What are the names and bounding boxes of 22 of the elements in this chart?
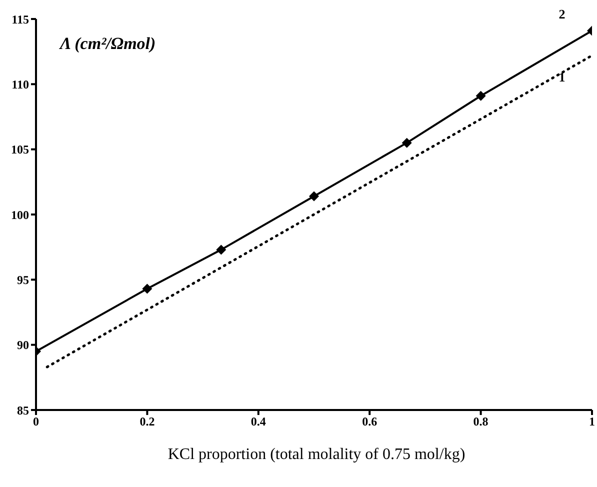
point <box>402 138 412 148</box>
y-axis-title: Λ (cm²/Ωmol) <box>60 34 156 54</box>
point <box>216 244 226 255</box>
y-tick-label: 100 <box>11 208 29 222</box>
y-tick-label: 95 <box>17 272 29 287</box>
point <box>142 284 152 294</box>
x-tick-label: 0.8 <box>473 414 488 429</box>
x-tick-label: 0 <box>33 414 39 429</box>
point <box>476 90 486 101</box>
x-axis-title: KCl proportion (total molality of 0.75 mol/kg) <box>166 446 466 464</box>
series-label: 1 <box>558 69 566 84</box>
y-tick-label: 85 <box>17 403 29 418</box>
x-tick-label: 0.6 <box>362 414 378 429</box>
y-tick-label: 110 <box>12 77 29 92</box>
y-tick-label: 90 <box>17 338 29 352</box>
y-tick-label: 105 <box>11 142 29 157</box>
x-tick-label: 1 <box>589 414 595 429</box>
y-tick-label: 115 <box>12 12 29 26</box>
point <box>309 191 319 202</box>
x-tick-label: 0.4 <box>250 414 266 429</box>
x-tick-label: 0.2 <box>140 414 155 429</box>
series-label: 2 <box>558 6 566 22</box>
